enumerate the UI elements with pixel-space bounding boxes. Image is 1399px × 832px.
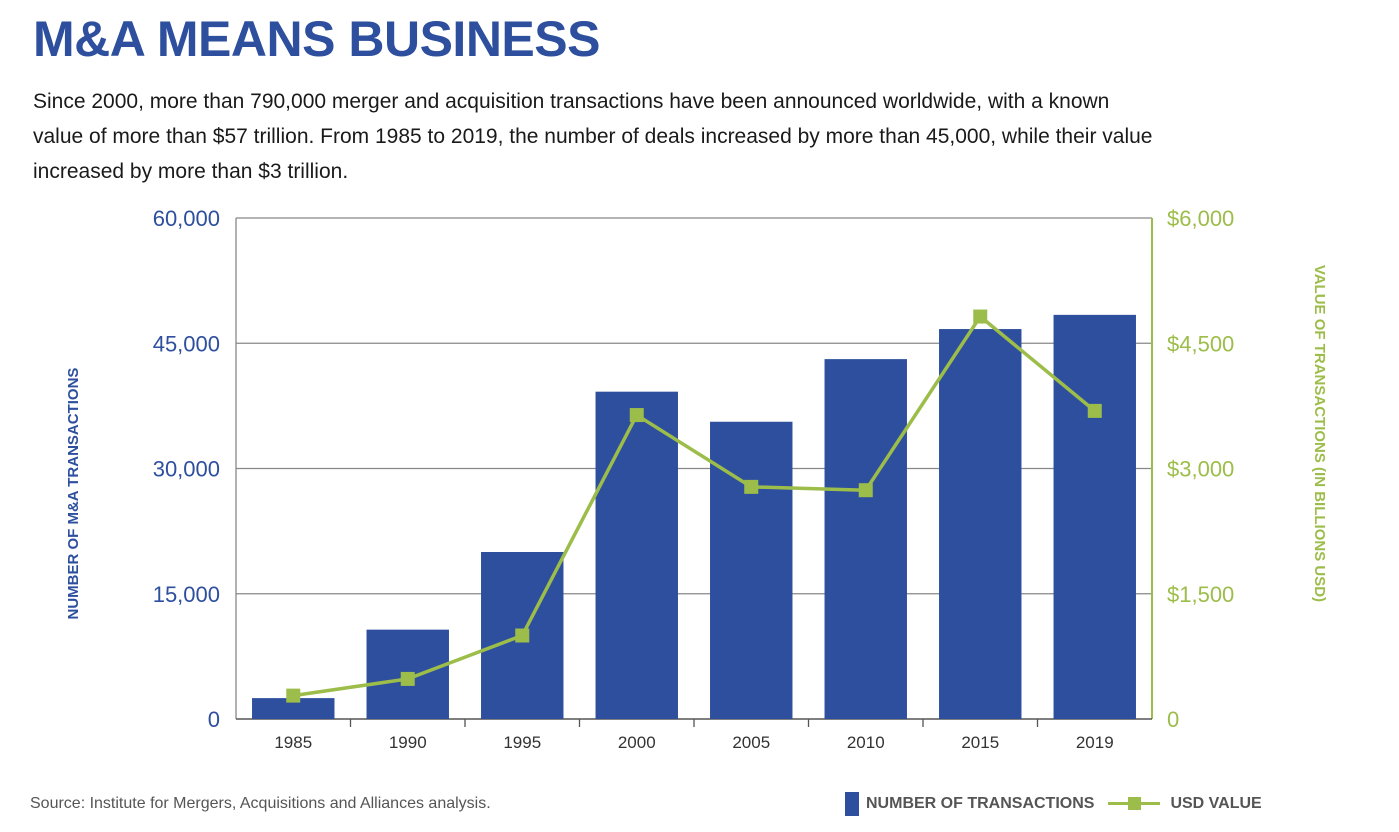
- bar: [824, 359, 907, 719]
- x-tick-label: 2010: [847, 733, 885, 752]
- x-tick-label: 2000: [618, 733, 656, 752]
- source-note: Source: Institute for Mergers, Acquisiti…: [30, 795, 491, 812]
- y-tick-label: 30,000: [153, 457, 220, 482]
- legend-bar-swatch: [845, 792, 859, 816]
- page-title: M&A MEANS BUSINESS: [33, 11, 600, 67]
- line-point: [858, 483, 873, 498]
- y2-axis-title: VALUE OF TRANSACTIONS (IN BILLIONS USD): [1311, 265, 1328, 602]
- bar: [595, 391, 678, 719]
- y-tick-label: 60,000: [153, 206, 220, 231]
- y-tick-label: 0: [208, 707, 220, 732]
- x-tick-label: 1995: [503, 733, 541, 752]
- y2-tick-label: $6,000: [1167, 206, 1234, 231]
- y2-tick-label: 0: [1167, 707, 1179, 732]
- y2-tick-label: $1,500: [1167, 582, 1234, 607]
- y2-tick-label: $4,500: [1167, 331, 1234, 356]
- ma-combo-chart: 0 0 15,000 $1,500 30,000 $3,000 45,000 $4,500 60…: [65, 206, 1328, 752]
- legend-bars-label: NUMBER OF TRANSACTIONS: [866, 795, 1095, 812]
- x-tick-label: 2005: [732, 733, 770, 752]
- x-tick-label: 1985: [274, 733, 312, 752]
- legend-line-label: USD VALUE: [1170, 795, 1262, 812]
- y2-tick-label: $3,000: [1167, 457, 1234, 482]
- bar: [1053, 314, 1136, 719]
- bar: [710, 421, 793, 719]
- line-point: [1087, 403, 1102, 418]
- chart-description: Since 2000, more than 790,000 merger and…: [33, 90, 1153, 183]
- line-point: [629, 408, 644, 423]
- line-point: [286, 688, 301, 703]
- chart-legend: NUMBER OF TRANSACTIONS USD VALUE: [845, 792, 1262, 816]
- x-tick-label: 1990: [389, 733, 427, 752]
- line-point: [400, 671, 415, 686]
- line-point: [744, 479, 759, 494]
- bar: [939, 329, 1022, 719]
- x-tick-label: 2019: [1076, 733, 1114, 752]
- y-axis-title: NUMBER OF M&A TRANSACTIONS: [65, 368, 82, 620]
- x-tick-label: 2015: [961, 733, 999, 752]
- legend-line-swatch: [1108, 792, 1161, 816]
- bar: [252, 698, 335, 719]
- usd-value-line: [292, 314, 1096, 698]
- y-tick-label: 45,000: [153, 331, 220, 356]
- line-point: [973, 309, 988, 324]
- line-point: [515, 628, 530, 643]
- y-tick-label: 15,000: [153, 582, 220, 607]
